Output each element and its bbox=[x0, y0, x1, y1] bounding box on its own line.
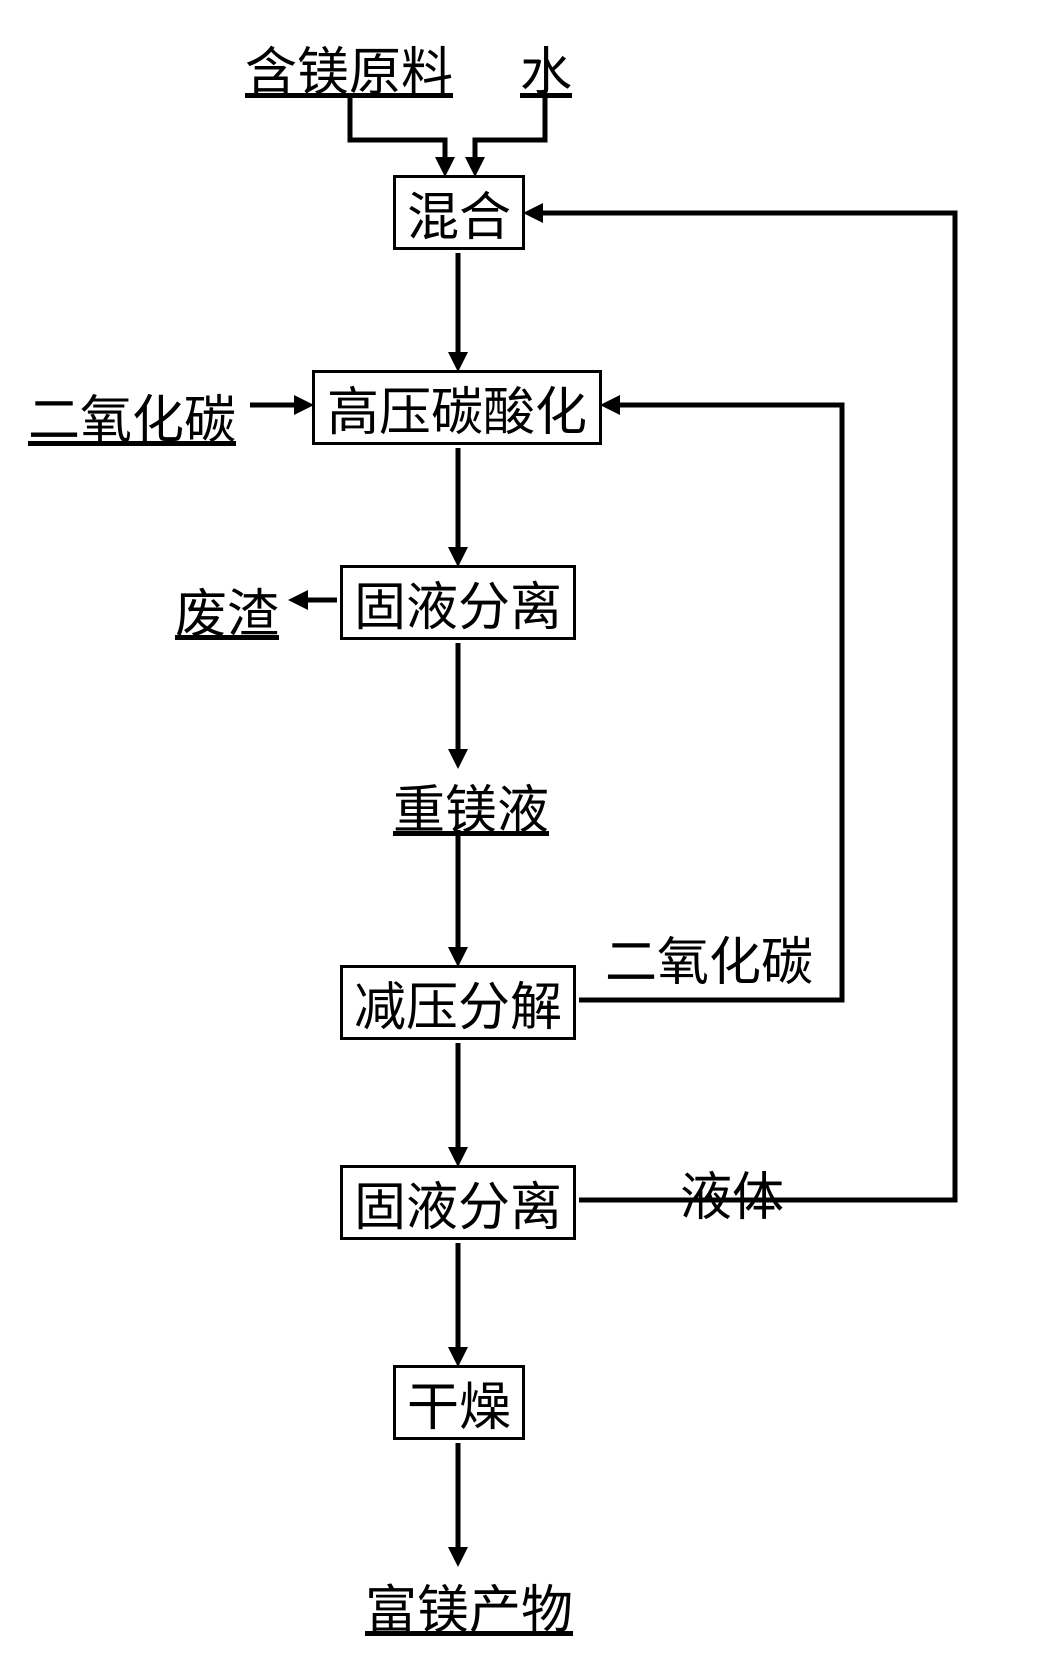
process-high-pressure-carbonation: 高压碳酸化 bbox=[312, 370, 602, 445]
input-co2: 二氧化碳 bbox=[28, 378, 236, 453]
edge-label-liquid-return: 液体 bbox=[680, 1155, 784, 1230]
input-mg-raw-material: 含镁原料 bbox=[245, 30, 453, 105]
process-solid-liquid-separation-1: 固液分离 bbox=[340, 565, 576, 640]
process-pressure-reduction-decomposition: 减压分解 bbox=[340, 965, 576, 1040]
process-drying: 干燥 bbox=[393, 1365, 525, 1440]
intermediate-heavy-mg-liquid: 重镁液 bbox=[393, 768, 549, 843]
output-waste-slag: 废渣 bbox=[175, 572, 279, 647]
process-mixing: 混合 bbox=[393, 175, 525, 250]
flowchart-diagram: 含镁原料 水 二氧化碳 废渣 重镁液 富镁产物 混合 高压碳酸化 固液分离 减压… bbox=[0, 0, 1045, 1661]
edge-label-co2-return: 二氧化碳 bbox=[605, 920, 813, 995]
input-water: 水 bbox=[520, 30, 572, 105]
process-solid-liquid-separation-2: 固液分离 bbox=[340, 1165, 576, 1240]
output-mg-rich-product: 富镁产物 bbox=[365, 1568, 573, 1643]
